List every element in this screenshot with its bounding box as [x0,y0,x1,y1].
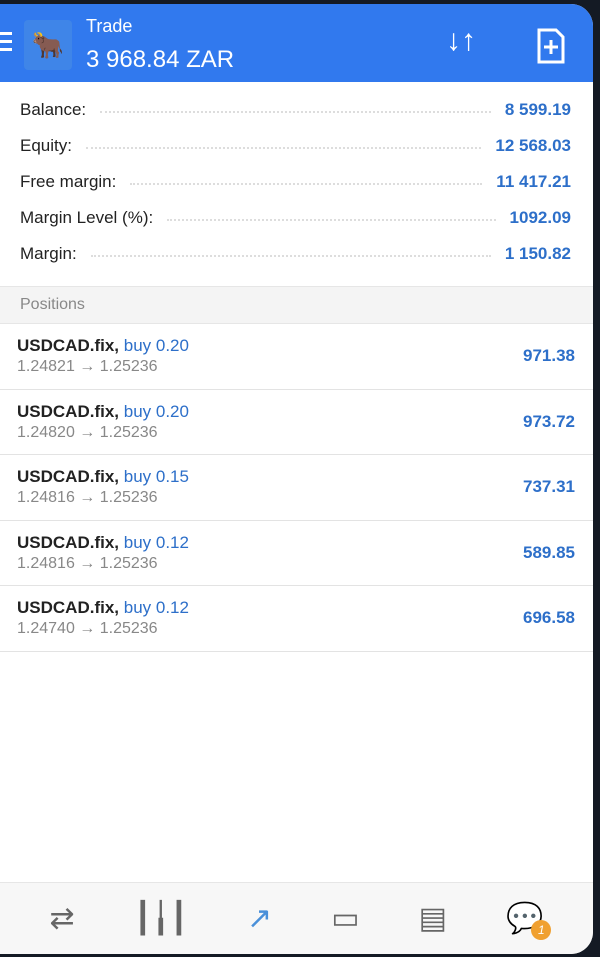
position-row[interactable]: USDCAD.fix, buy 0.12 1.24816 → 1.25236 5… [0,521,593,586]
position-profit: 696.58 [523,608,575,627]
header-balance: 3 968.84 ZAR [86,46,235,73]
label: Free margin: [20,172,117,191]
position-symbol: USDCAD.fix, buy 0.15 [17,467,593,487]
position-row[interactable]: USDCAD.fix, buy 0.12 1.24740 → 1.25236 6… [0,586,593,652]
position-symbol: USDCAD.fix, buy 0.20 [17,402,593,422]
value: 1092.09 [509,208,571,227]
notification-badge: 1 [531,920,552,940]
positions-header: Positions [0,286,593,324]
value: 8 599.19 [504,100,571,119]
symbol: USDCAD.fix, [17,598,120,617]
summary-free-margin: Free margin: 11 417.21 [20,164,571,200]
summary-equity: Equity: 12 568.03 [20,128,571,164]
news-icon[interactable]: ▤ [418,902,447,935]
position-profit: 973.72 [523,411,575,431]
page-title: Trade [86,16,133,36]
new-order-icon[interactable] [536,28,566,72]
summary-margin-level: Margin Level (%): 1092.09 [20,200,571,236]
position-prices: 1.24740 → 1.25236 [17,620,158,637]
label: Margin Level (%): [20,208,154,227]
label: Balance: [20,100,87,119]
value: 11 417.21 [496,172,571,191]
account-summary: Balance: 8 599.19 Equity: 12 568.03 Free m… [0,82,593,272]
position-direction: buy 0.12 [123,532,189,552]
position-symbol: USDCAD.fix, buy 0.12 [17,598,593,618]
quotes-icon[interactable]: ⇄ [49,902,75,935]
messages-icon[interactable]: 💬 1 [506,901,552,940]
trade-icon[interactable]: ↗ [246,902,273,935]
position-profit: 589.85 [523,542,575,562]
position-profit: 971.38 [523,346,575,365]
summary-balance: Balance: 8 599.19 [20,92,571,128]
position-profit: 737.31 [523,477,575,496]
app-logo: 🐂 [24,20,72,70]
value: 1 150.82 [504,244,571,263]
symbol: USDCAD.fix, [17,401,120,421]
label: Margin: [20,244,77,263]
menu-icon[interactable] [0,32,12,56]
header: 🐂 Trade 3 968.84 ZAR ↓↑ [0,4,593,82]
position-symbol: USDCAD.fix, buy 0.20 [17,336,593,356]
bottom-nav: ⇄ ┃╽┃ ↗ ▭ ▤ 💬 1 [0,882,593,954]
symbol: USDCAD.fix, [17,336,120,355]
position-symbol: USDCAD.fix, buy 0.12 [17,533,593,553]
position-prices: 1.24821 → 1.25236 [17,358,158,375]
position-row[interactable]: USDCAD.fix, buy 0.15 1.24816 → 1.25236 7… [0,455,593,521]
position-direction: buy 0.20 [123,401,189,421]
position-row[interactable]: USDCAD.fix, buy 0.20 1.24820 → 1.25236 9… [0,390,593,455]
position-prices: 1.24816 → 1.25236 [17,489,158,506]
sort-icon[interactable]: ↓↑ [446,24,476,57]
position-direction: buy 0.15 [123,467,189,486]
app-screen: 🐂 Trade 3 968.84 ZAR ↓↑ Balance: 8 599.19… [0,4,593,954]
charts-icon[interactable]: ┃╽┃ [133,902,188,935]
symbol: USDCAD.fix, [17,532,120,552]
value: 12 568.03 [495,136,571,155]
symbol: USDCAD.fix, [17,467,120,486]
position-direction: buy 0.12 [123,598,189,617]
position-direction: buy 0.20 [123,336,189,355]
label: Equity: [20,136,72,155]
positions-list: USDCAD.fix, buy 0.20 1.24821 → 1.25236 9… [0,324,593,652]
position-prices: 1.24816 → 1.25236 [17,554,158,572]
summary-margin: Margin: 1 150.82 [20,236,571,272]
position-prices: 1.24820 → 1.25236 [17,423,158,441]
history-icon[interactable]: ▭ [331,902,360,935]
position-row[interactable]: USDCAD.fix, buy 0.20 1.24821 → 1.25236 9… [0,324,593,390]
